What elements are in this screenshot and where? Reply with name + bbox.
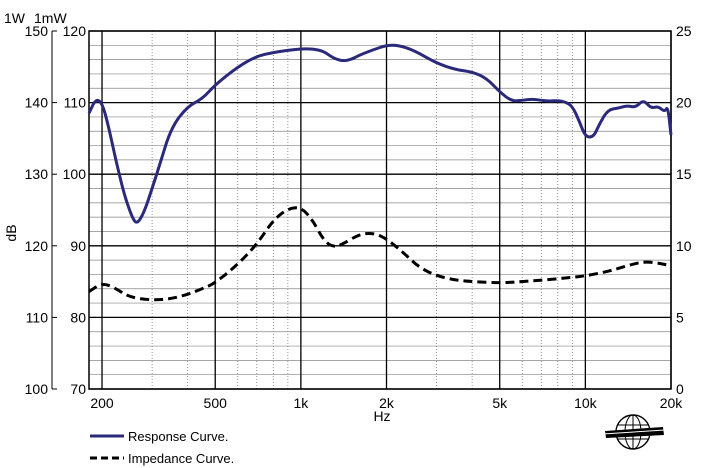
x-axis-label: Hz — [373, 408, 390, 424]
y-tick-label-1mw: 90 — [70, 238, 86, 254]
x-tick-label: 2k — [379, 395, 395, 411]
y-tick-label-1w: 110 — [26, 309, 49, 325]
left-header-1w: 1W — [4, 10, 26, 26]
x-tick-label: 20k — [660, 395, 684, 411]
grid-layer — [89, 30, 672, 390]
tick-labels: 100 70 110 80 120 90 130 100 140 110 150 120 0 5 10 15 2… — [25, 23, 692, 411]
y-tick-label-ohms: 25 — [676, 23, 692, 39]
y-tick-label-1w: 130 — [25, 166, 49, 182]
y-tick-label-1w: 150 — [25, 23, 49, 39]
y-tick-label-1mw: 120 — [63, 23, 87, 39]
axes-layer — [51, 30, 672, 390]
y-tick-label-ohms: 20 — [676, 95, 692, 111]
x-tick-label: 1k — [293, 395, 309, 411]
y-tick-label-1mw: 100 — [63, 166, 87, 182]
response-curve-line — [87, 43, 673, 224]
impedance-curve-line — [88, 206, 672, 302]
y-tick-label-1w: 100 — [25, 381, 49, 397]
x-tick-label: 500 — [204, 395, 228, 411]
plot-frame — [88, 30, 672, 390]
series-layer — [87, 43, 673, 302]
y-tick-label-1mw: 110 — [64, 95, 87, 111]
y-tick-label-1w: 140 — [25, 95, 49, 111]
legend-impedance-label: Impedance Curve. — [128, 451, 234, 466]
left-axis-label: dB — [3, 224, 19, 241]
left-header-1mw: 1mW — [34, 10, 67, 26]
x-tick-label: 5k — [492, 395, 508, 411]
legend: Response Curve. Impedance Curve. — [90, 429, 234, 466]
y-tick-label-ohms: 10 — [676, 238, 692, 254]
legend-response-label: Response Curve. — [128, 429, 228, 444]
brand-logo-icon — [602, 414, 666, 450]
x-tick-label: 10k — [574, 395, 598, 411]
y-tick-label-1w: 120 — [25, 238, 49, 254]
y-tick-label-ohms: 5 — [676, 309, 684, 325]
y-tick-label-ohms: 15 — [676, 166, 692, 182]
x-tick-label: 200 — [90, 395, 114, 411]
y-tick-label-1mw: 70 — [70, 381, 86, 397]
y-tick-label-1mw: 80 — [70, 309, 86, 325]
y-tick-label-ohms: 0 — [676, 381, 684, 397]
